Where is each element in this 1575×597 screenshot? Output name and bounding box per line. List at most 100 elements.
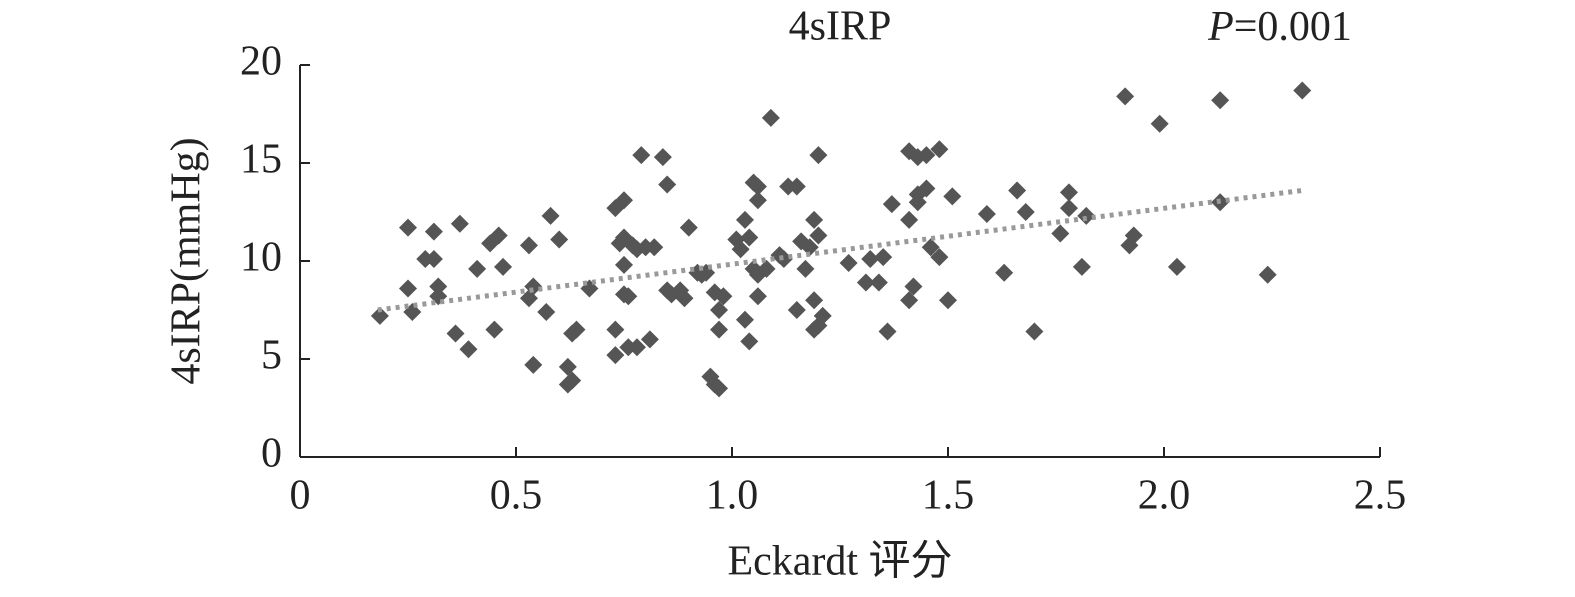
point [1016, 203, 1035, 221]
point [1211, 91, 1230, 110]
point [917, 179, 936, 198]
point [900, 210, 919, 229]
p-value: P=0.001 [1207, 4, 1352, 50]
point [1059, 199, 1078, 218]
point [930, 248, 949, 267]
point [774, 250, 793, 269]
point [740, 332, 759, 351]
point [757, 259, 776, 278]
point [550, 230, 569, 249]
point [900, 291, 919, 310]
x-tick-label: 1.0 [706, 473, 759, 519]
point [468, 259, 487, 278]
x-tick-label: 0.5 [490, 473, 543, 519]
point [1051, 224, 1070, 243]
point [939, 291, 957, 310]
point [1293, 81, 1312, 100]
point [1072, 257, 1091, 276]
point [856, 273, 875, 292]
point [429, 277, 448, 296]
point [710, 379, 729, 398]
point [735, 210, 754, 229]
point [567, 320, 586, 339]
point [519, 236, 538, 255]
point [424, 222, 443, 241]
point [541, 206, 560, 225]
y-tick-label: 0 [261, 431, 282, 477]
point [710, 301, 729, 319]
point [370, 306, 389, 325]
y-tick-label: 20 [240, 39, 282, 85]
point [494, 257, 513, 276]
x-tick-label: 2.0 [1138, 473, 1191, 519]
point [740, 228, 759, 247]
point [878, 322, 897, 341]
point [761, 108, 780, 127]
point [615, 255, 633, 274]
point [930, 140, 949, 159]
p-symbol: P [1207, 4, 1234, 50]
point [563, 371, 582, 390]
point [809, 226, 828, 245]
point [1124, 226, 1143, 245]
point [558, 357, 577, 376]
point [869, 273, 888, 292]
point [446, 324, 465, 343]
point [524, 355, 543, 374]
point [904, 277, 923, 296]
point [861, 250, 880, 269]
x-axis-label: Eckardt 评分 [727, 539, 952, 585]
point [809, 146, 828, 165]
y-tick-label: 15 [240, 137, 282, 183]
point [748, 177, 767, 196]
point [537, 302, 556, 321]
point [748, 191, 767, 210]
point [943, 187, 962, 206]
point [714, 287, 733, 306]
point [710, 320, 729, 339]
y-axis-label: 4sIRP(mmHg) [164, 137, 210, 384]
point [977, 204, 996, 223]
point [1059, 183, 1078, 202]
y-tick-label: 10 [240, 235, 282, 281]
trendline [377, 187, 1303, 313]
point [424, 250, 443, 269]
point [1025, 322, 1044, 341]
point [813, 306, 832, 325]
point [787, 301, 806, 319]
point [805, 210, 824, 229]
point [653, 148, 672, 167]
point [1008, 181, 1027, 200]
point [805, 291, 824, 310]
point [615, 191, 633, 210]
point [748, 287, 767, 306]
point [450, 214, 469, 233]
point [995, 263, 1014, 282]
point [485, 320, 504, 339]
x-tick-label: 0 [290, 473, 311, 519]
point [1258, 265, 1277, 284]
point [735, 310, 754, 329]
point [627, 338, 646, 357]
point [632, 146, 651, 165]
point [489, 226, 508, 245]
point [874, 248, 893, 267]
point [796, 259, 815, 278]
point [800, 238, 819, 257]
point [882, 195, 901, 214]
point [606, 320, 625, 339]
x-tick-label: 2.5 [1354, 473, 1407, 519]
point [1150, 114, 1169, 133]
point [839, 253, 858, 272]
point [787, 177, 806, 196]
point [524, 277, 543, 296]
y-tick-label: 5 [261, 333, 282, 379]
point [459, 340, 478, 359]
point [921, 238, 940, 257]
x-tick-label: 1.5 [922, 473, 975, 519]
point [645, 238, 664, 257]
point [640, 330, 659, 349]
point [619, 287, 638, 306]
